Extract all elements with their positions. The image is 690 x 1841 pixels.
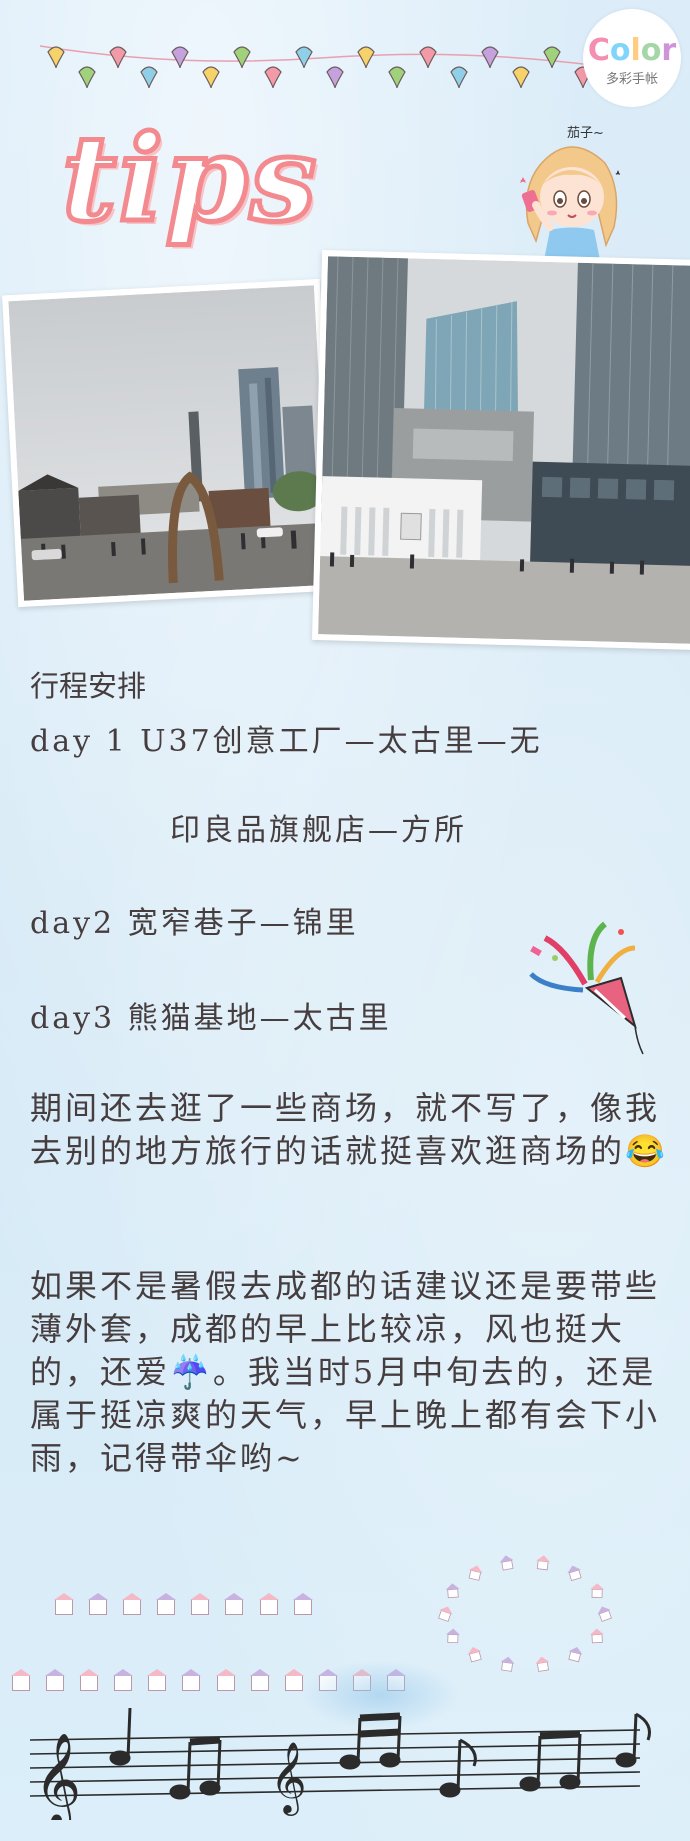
house-icon [79,1669,100,1691]
bunting-icon [40,45,600,89]
house-icon [535,1656,550,1672]
house-icon [438,1606,453,1622]
bunting-flag [450,66,468,89]
bunting-flag [388,66,406,89]
logo-word: Color [583,33,681,68]
house-icon [468,1565,483,1581]
logo-subtitle: 多彩手帐 [605,72,658,87]
house-icon [181,1669,202,1691]
girl-selfie-sticker-icon [520,146,620,260]
logo-letter: o [640,33,662,68]
street-photo-icon [2,278,336,608]
bunting-flag [140,66,158,89]
color-logo-icon: Color 多彩手帐 [583,9,681,107]
day2-line: day2 宽窄巷子—锦里 [30,906,359,941]
svg-text:𝄞: 𝄞 [270,1740,307,1816]
house-icon [249,1669,270,1691]
house-icon [54,1593,74,1615]
bunting-flag [109,46,127,69]
house-icon [11,1669,31,1691]
house-icon [54,1593,323,1615]
bunting-flag [543,46,561,69]
house-icon [292,1593,313,1615]
day1-line-continued: 印良品旗舰店—方所 [170,813,467,848]
house-icon [597,1606,612,1622]
house-icon [438,1555,612,1672]
house-icon [536,1555,551,1571]
bunting-flag [171,46,189,69]
day1-line: day 1 U37创意工厂—太古里—无 [30,724,543,759]
bunting-flag [512,66,530,89]
svg-text:𝄞: 𝄞 [34,1732,81,1820]
note-paragraph-2: 如果不是暑假去成都的话建议还是要带些薄外套，成都的早上比较凉，风也挺大的，还爱☔… [30,1267,661,1477]
bunting-flag [233,46,251,69]
day3-line: day3 熊猫基地—太古里 [30,1001,392,1036]
bunting-flag [78,66,96,89]
house-icon [283,1669,304,1691]
house-icon [224,1593,245,1615]
house-icon [156,1593,177,1615]
bunting-flag [202,66,220,89]
house-icon [568,1646,583,1663]
music-notes-icon: 𝄞 𝄞 [30,1707,651,1820]
house-icon [500,1656,515,1672]
note-paragraph-1: 期间还去逛了一些商场，就不写了，像我去别的地方旅行的话就挺喜欢逛商场的😂 [30,1089,668,1170]
house-icon [45,1669,66,1691]
house-icon [567,1565,582,1581]
bunting-flag [481,46,499,69]
house-icon [88,1593,109,1615]
itinerary-heading: 行程安排 [30,669,147,703]
house-icon [499,1555,514,1571]
bunting-flag [264,66,282,89]
party-popper-icon [529,921,644,1055]
house-icon [445,1583,460,1599]
logo-letter: C [587,33,610,68]
house-icon [258,1593,279,1615]
house-icon [147,1669,168,1691]
house-icon [590,1583,605,1598]
house-icon [446,1628,461,1644]
house-icon [190,1593,211,1615]
house-icon [467,1647,482,1663]
logo-letter: l [630,33,641,68]
bunting-flag [357,46,375,69]
sticker-tag: 茄子~ [567,126,604,141]
bunting-flag [326,66,344,89]
house-icon [113,1669,134,1691]
bunting-flag [295,46,313,69]
logo-letter: o [609,33,631,68]
page-title: tips [59,109,319,248]
house-icon [589,1628,604,1644]
house-icon [122,1593,143,1615]
bunting-flag [419,46,437,69]
house-icon [215,1669,236,1691]
bunting-flag [47,46,65,69]
logo-letter: r [661,33,677,68]
buildings-photo-icon [311,250,690,650]
